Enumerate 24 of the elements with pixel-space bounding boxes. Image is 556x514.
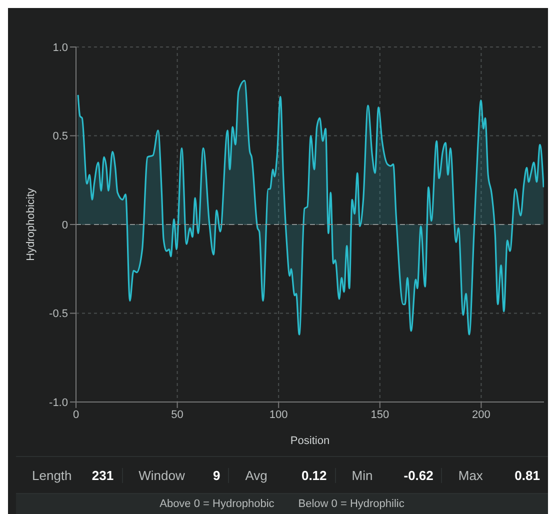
text: Above 0 = Hydrophobic xyxy=(160,498,274,510)
x-tick-label: 100 xyxy=(269,408,288,421)
text: Min xyxy=(352,468,373,482)
x-axis-title: Position xyxy=(290,435,330,447)
text: Max xyxy=(458,468,483,482)
y-tick-label: -1.0 xyxy=(49,396,68,409)
text: -0.62 xyxy=(404,468,434,482)
y-tick-label: -0.5 xyxy=(49,308,68,320)
x-tick-label: 150 xyxy=(370,408,390,421)
y-tick-label: 1.0 xyxy=(52,42,68,54)
x-tick-label: 50 xyxy=(171,408,184,421)
y-tick-label: 0.5 xyxy=(52,130,68,143)
y-axis-title: Hydrophobicity xyxy=(24,188,37,261)
text: Window xyxy=(138,468,185,482)
x-tick-label: 0 xyxy=(72,408,80,421)
text: Avg xyxy=(245,468,268,482)
text: 231 xyxy=(92,468,114,482)
text: 0.81 xyxy=(514,468,540,482)
text: 9 xyxy=(212,468,220,482)
y-tick-label: 0 xyxy=(62,219,68,232)
x-tick-label: 200 xyxy=(472,408,490,421)
text: Below 0 = Hydrophilic xyxy=(298,498,404,510)
text: Length xyxy=(32,468,72,482)
text: 0.12 xyxy=(301,468,327,482)
